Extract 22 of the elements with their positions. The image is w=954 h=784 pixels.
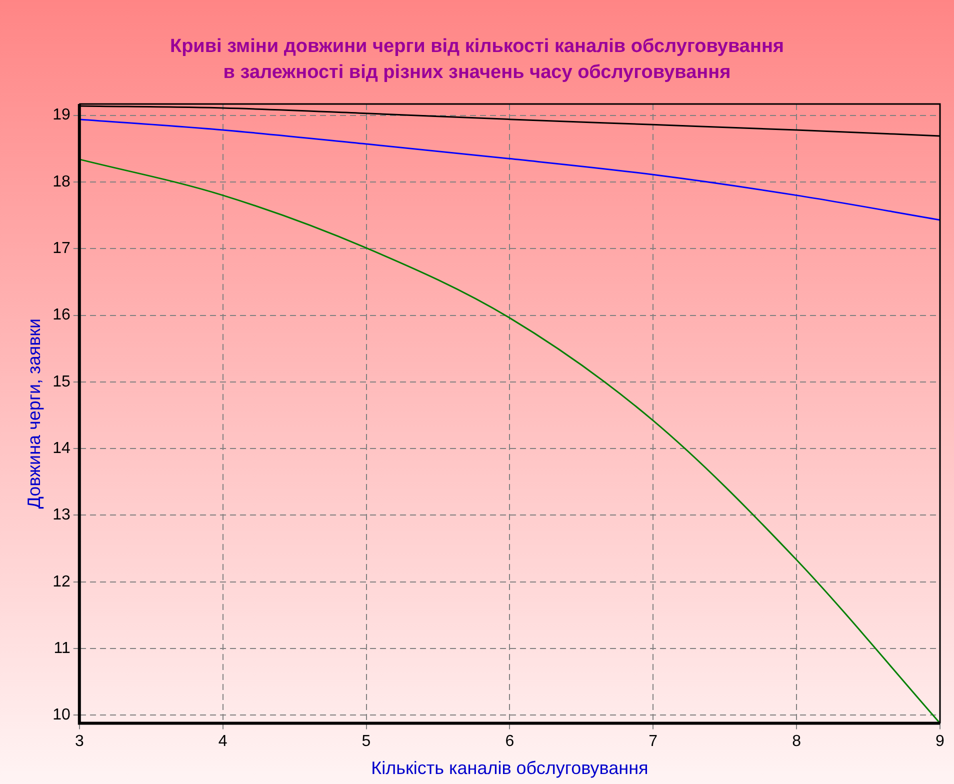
x-tick-label: 5 [362, 733, 371, 750]
y-tick-label: 16 [52, 306, 70, 324]
x-axis-title: Кількість каналів обслуговування [371, 758, 648, 778]
y-tick-label: 13 [52, 506, 70, 524]
x-tick-label: 7 [648, 733, 658, 750]
y-tick-label: 17 [52, 240, 70, 258]
y-tick-label: 11 [54, 640, 70, 657]
y-axis-title: Довжина черги, заявки [24, 318, 44, 509]
line-series [79, 118, 940, 221]
x-tick-label: 8 [792, 733, 802, 750]
line-series [79, 158, 940, 724]
y-tick-label: 19 [52, 106, 70, 124]
x-tick-label: 3 [74, 733, 84, 750]
y-tick-label: 14 [52, 440, 70, 457]
x-tick-label: 9 [936, 733, 945, 750]
y-tick-label: 18 [52, 173, 70, 190]
y-tick-label: 15 [52, 373, 70, 390]
x-tick-label: 4 [218, 733, 228, 750]
chart-title: Криві зміни довжини черги від кількості каналів обслуговування в залежності від різних значень часу обслуговування [168, 35, 786, 85]
y-tick-label: 10 [52, 706, 70, 724]
y-tick-label: 12 [52, 573, 70, 590]
x-tick-label: 6 [505, 733, 514, 750]
